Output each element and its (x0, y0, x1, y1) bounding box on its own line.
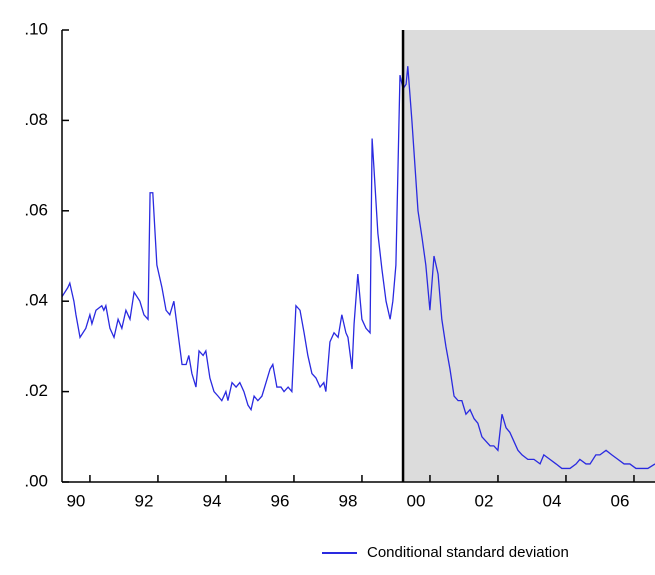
x-tick-label: 96 (270, 491, 289, 510)
x-tick-label: 92 (134, 491, 153, 510)
x-tick-label: 98 (338, 491, 357, 510)
x-tick-label: 02 (475, 491, 494, 510)
x-tick-label: 00 (407, 491, 426, 510)
legend-label: Conditional standard deviation (367, 544, 569, 561)
y-tick-label: .00 (24, 471, 48, 490)
shaded-region (403, 30, 655, 482)
y-tick-label: .08 (24, 110, 48, 129)
series-line (61, 66, 655, 470)
x-tick-label: 90 (66, 491, 85, 510)
x-tick-label: 04 (543, 491, 562, 510)
x-tick-label: 06 (611, 491, 630, 510)
y-tick-label: .10 (24, 19, 48, 38)
y-tick-label: .02 (24, 381, 48, 400)
x-tick-label: 94 (202, 491, 221, 510)
y-tick-label: .04 (24, 291, 48, 310)
y-tick-label: .06 (24, 200, 48, 219)
